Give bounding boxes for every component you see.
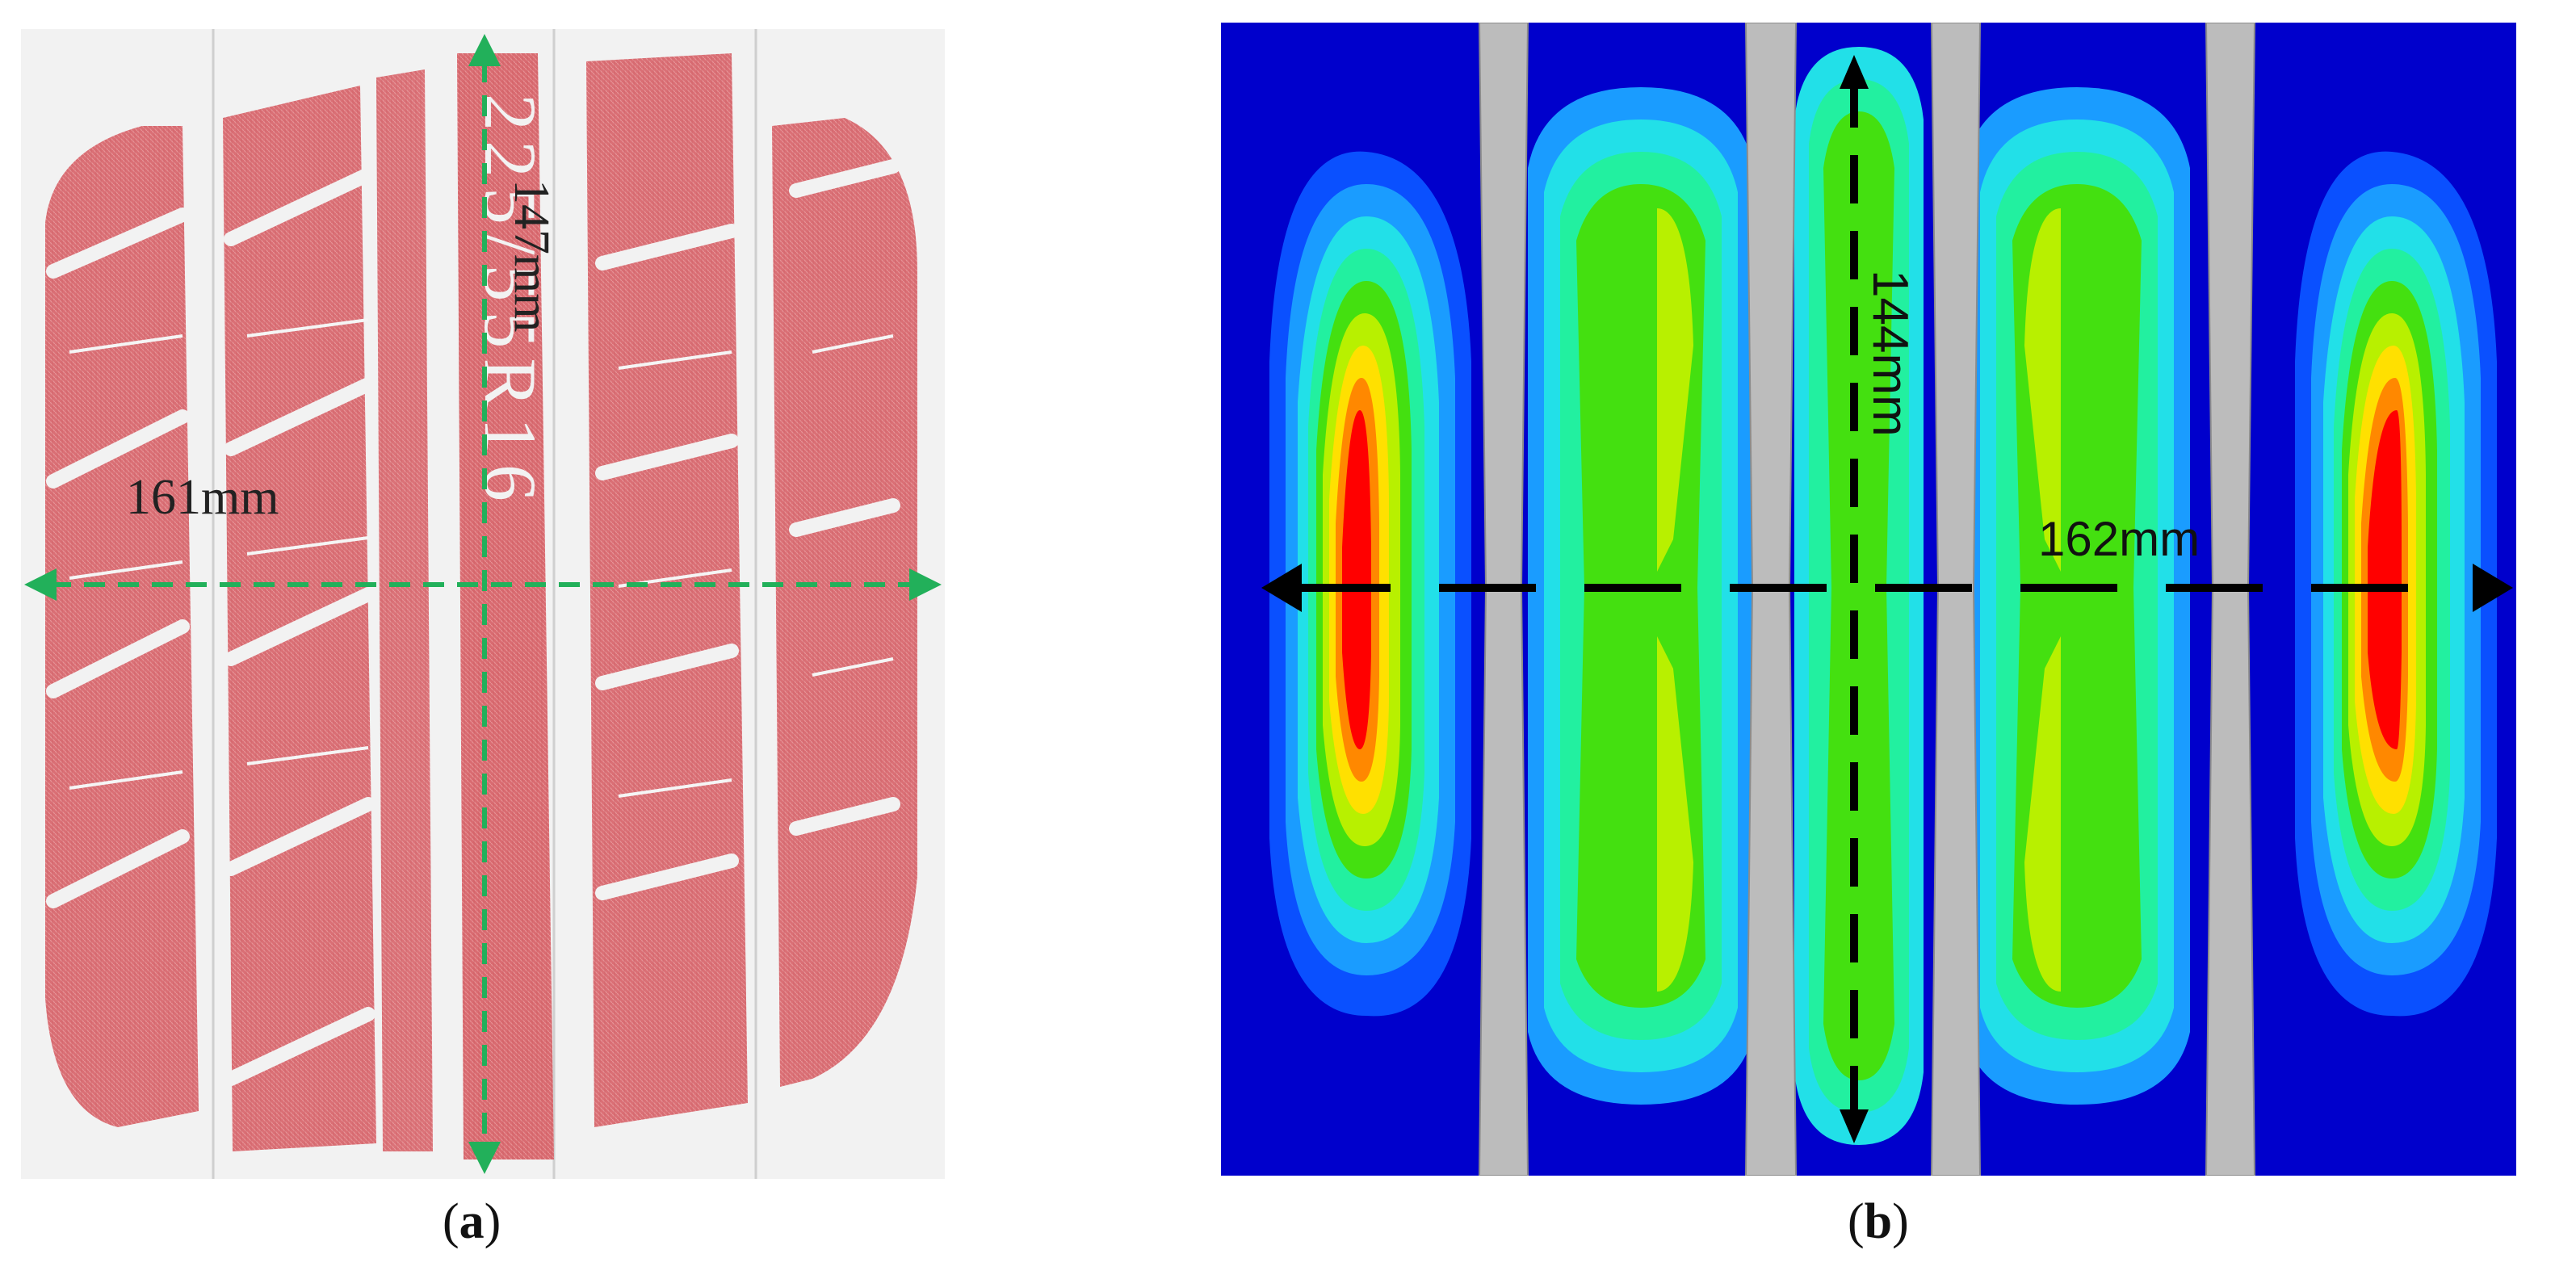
groove-4: [2205, 23, 2256, 1176]
contour-inner-left-rib: [1528, 87, 1754, 1105]
arrow-heads-black: [1261, 55, 2513, 1143]
measure-arrows-green: [50, 61, 919, 1147]
contour-inner-right-rib: [1964, 87, 2190, 1105]
width-measurement-label: 161mm: [126, 470, 279, 525]
length-measurement-label: 144mm: [1862, 270, 1918, 437]
tire-ink-footprint: 225/55R16 161mm 147mm: [21, 29, 945, 1179]
caption-letter-b: b: [1864, 1194, 1893, 1249]
caption-panel-a: (a): [443, 1194, 501, 1249]
groove-1: [1478, 23, 1529, 1176]
arrow-heads-green: [24, 34, 942, 1174]
groove-2: [1744, 23, 1798, 1176]
length-measurement-label: 147mm: [504, 179, 559, 332]
caption-letter-a: a: [459, 1194, 485, 1249]
pressure-contour-plot: 162mm 144mm: [1221, 23, 2516, 1176]
tread-grooves: [1478, 23, 2256, 1176]
footprint-photo-panel: 225/55R16 161mm 147mm: [21, 29, 945, 1179]
contour-center-rib: [1794, 47, 1924, 1145]
measure-arrows-black: [1294, 79, 2448, 1113]
groove-3: [1930, 23, 1982, 1176]
caption-panel-b: (b): [1848, 1194, 1909, 1249]
width-measurement-label: 162mm: [2038, 512, 2200, 566]
contact-pressure-contour-panel: 162mm 144mm: [1221, 23, 2516, 1176]
